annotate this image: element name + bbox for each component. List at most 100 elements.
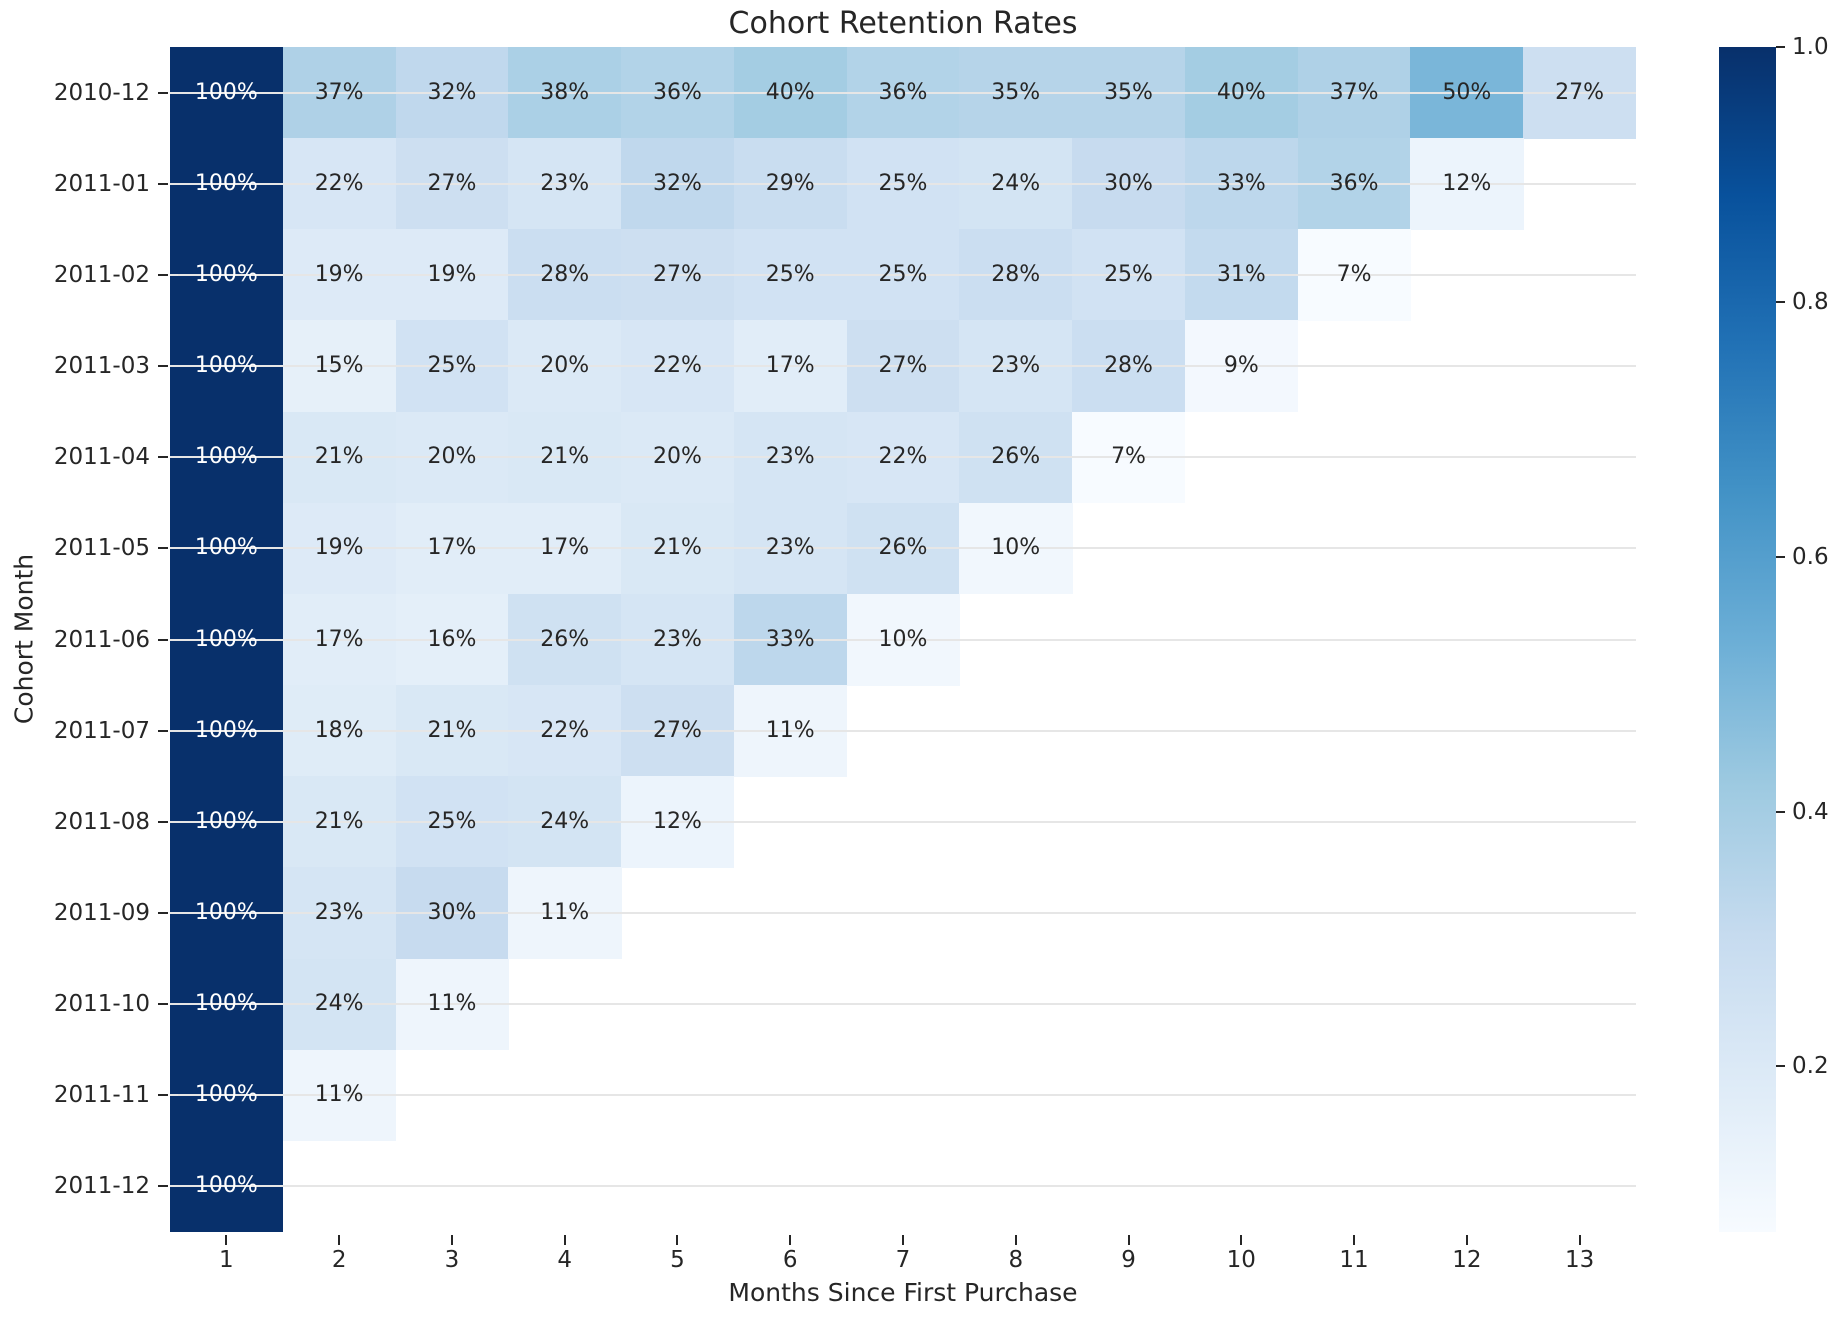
y-tick-mark: [158, 638, 168, 641]
x-tick-label: 1: [219, 1247, 234, 1273]
cell-value-label: 16%: [427, 626, 477, 652]
cell-value-label: 19%: [314, 535, 364, 561]
cell-value-label: 7%: [1111, 444, 1146, 470]
cell-value-label: 24%: [314, 991, 364, 1017]
y-tick-label: 2011-11: [53, 1082, 150, 1109]
y-tick-mark: [158, 456, 168, 459]
cell-value-label: 30%: [427, 899, 477, 925]
x-tick-label: 2: [331, 1247, 347, 1273]
cell-value-label: 27%: [427, 170, 477, 196]
cell-value-label: 17%: [427, 535, 477, 561]
y-tick-mark: [158, 1094, 168, 1097]
cell-value-label: 100%: [194, 899, 258, 925]
y-tick-label: 2011-06: [53, 626, 150, 653]
x-tick-mark: [902, 1235, 904, 1245]
cell-value-label: 11%: [427, 991, 477, 1017]
cell-value-label: 11%: [540, 899, 590, 925]
y-axis-label: Cohort Month: [9, 553, 39, 725]
cell-value-label: 21%: [427, 717, 477, 743]
cell-value-label: 10%: [991, 535, 1041, 561]
y-tick-mark: [158, 911, 168, 914]
y-tick-mark: [158, 1003, 168, 1006]
cell-value-label: 37%: [1329, 79, 1379, 105]
cell-value-label: 29%: [765, 170, 815, 196]
x-tick-mark: [338, 1235, 341, 1245]
cell-value-label: 17%: [540, 535, 590, 561]
cell-value-label: 100%: [194, 626, 258, 652]
cell-value-label: 36%: [878, 79, 928, 105]
cell-value-label: 40%: [1216, 79, 1266, 105]
cell-value-label: 20%: [427, 444, 477, 470]
cell-value-label: 33%: [765, 626, 815, 652]
cell-value-label: 9%: [1223, 353, 1259, 379]
x-tick-mark: [676, 1235, 679, 1245]
x-tick-label: 5: [670, 1247, 685, 1273]
cell-value-label: 40%: [765, 79, 815, 105]
y-tick-mark: [158, 365, 168, 368]
x-axis-label: Months Since First Purchase: [728, 1278, 1078, 1307]
cell-value-label: 21%: [540, 444, 590, 470]
cell-value-label: 36%: [652, 79, 702, 105]
heatmap-plot-area: 100% 37% 32% 38% 36% 40% 36% 35% 35% 40% 37% 50% 27%…: [170, 47, 1637, 1233]
x-tick-label: 9: [1121, 1247, 1136, 1273]
y-tick-mark: [158, 1185, 168, 1188]
x-tick-label: 13: [1564, 1247, 1595, 1273]
cell-value-label: 27%: [878, 353, 928, 379]
x-tick-mark: [789, 1235, 792, 1245]
y-tick-mark: [158, 182, 168, 185]
cell-value-label: 20%: [540, 353, 590, 379]
cell-value-label: 30%: [1104, 170, 1153, 196]
cell-value-label: 32%: [427, 79, 477, 105]
y-tick-label: 2011-01: [53, 170, 150, 197]
y-tick-label: 2011-05: [53, 535, 150, 562]
cell-value-label: 38%: [540, 79, 590, 105]
cell-value-label: 24%: [540, 808, 590, 834]
cell-value-label: 36%: [1329, 170, 1379, 196]
cell-value-label: 28%: [540, 261, 590, 287]
cell-value-label: 22%: [652, 353, 702, 379]
cell-value-label: 23%: [991, 353, 1041, 379]
cell-value-label: 12%: [652, 808, 702, 834]
cell-value-label: 35%: [1104, 79, 1153, 105]
y-gridline: [170, 91, 1636, 94]
x-tick-mark: [1127, 1235, 1130, 1245]
x-tick-mark: [1465, 1235, 1468, 1245]
cell-value-label: 25%: [427, 808, 477, 834]
cell-value-label: 37%: [314, 79, 364, 105]
cell-value-label: 27%: [1555, 79, 1605, 105]
cell-value-label: 22%: [314, 170, 364, 196]
y-tick-label: 2011-07: [53, 717, 150, 744]
cell-value-label: 22%: [540, 717, 590, 743]
cell-value-label: 100%: [194, 535, 258, 561]
cell-value-label: 32%: [652, 170, 702, 196]
colorbar-tick-label: 0.4: [1792, 798, 1829, 825]
cell-value-label: 26%: [878, 535, 928, 561]
x-tick-mark: [225, 1235, 228, 1245]
chart-title: Cohort Retention Rates: [728, 6, 1078, 41]
cell-value-label: 100%: [194, 1082, 258, 1108]
colorbar-tick-mark: [1776, 555, 1785, 558]
cell-value-label: 100%: [194, 808, 258, 834]
cell-value-label: 27%: [652, 717, 702, 743]
x-tick-label: 12: [1452, 1247, 1482, 1273]
cell-value-label: 27%: [652, 261, 702, 287]
cell-value-label: 17%: [314, 626, 364, 652]
y-gridline: [170, 456, 1636, 459]
y-tick-mark: [158, 547, 168, 550]
cell-value-label: 100%: [194, 1173, 258, 1199]
y-gridline: [170, 182, 1636, 185]
y-tick-label: 2011-04: [53, 444, 150, 471]
cell-value-label: 100%: [194, 170, 258, 196]
y-tick-mark: [158, 820, 168, 823]
y-gridline: [170, 1094, 1636, 1097]
colorbar-tick-mark: [1776, 46, 1785, 48]
cell-value-label: 21%: [652, 535, 702, 561]
colorbar-tick-mark: [1776, 810, 1785, 813]
cell-value-label: 35%: [991, 79, 1041, 105]
x-tick-mark: [1578, 1235, 1581, 1245]
y-gridline: [170, 1185, 1636, 1188]
cell-value-label: 100%: [194, 991, 258, 1017]
cell-value-label: 12%: [1442, 170, 1492, 196]
x-tick-mark: [1353, 1235, 1356, 1245]
